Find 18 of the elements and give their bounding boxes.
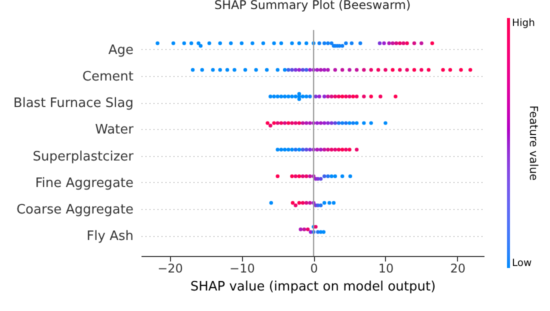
x-tick-label: 0: [310, 262, 318, 276]
x-axis-title: SHAP value (impact on model output): [190, 280, 436, 294]
x-tick-label: −10: [230, 262, 255, 276]
y-tick-label: Fly Ash: [86, 229, 134, 244]
x-tick-label: 10: [378, 262, 394, 276]
y-tick-label: Cement: [82, 70, 134, 85]
text: High: [512, 18, 535, 29]
y-tick-label: Coarse Aggregate: [16, 202, 134, 218]
text: Low: [512, 258, 532, 269]
x-tick-label: 20: [450, 262, 466, 276]
y-tick-label: Water: [95, 122, 134, 138]
x-tick-label: −20: [158, 262, 183, 276]
y-tick-label: Fine Aggregate: [35, 176, 134, 191]
y-tick-label: Age: [108, 42, 134, 58]
y-tick-label: Superplastcizer: [32, 149, 134, 164]
color-bar-title: Feature value: [527, 105, 540, 181]
chart-title: SHAP Summary Plot (Beeswarm): [214, 0, 411, 12]
y-tick-label: Blast Furnace Slag: [13, 96, 134, 112]
